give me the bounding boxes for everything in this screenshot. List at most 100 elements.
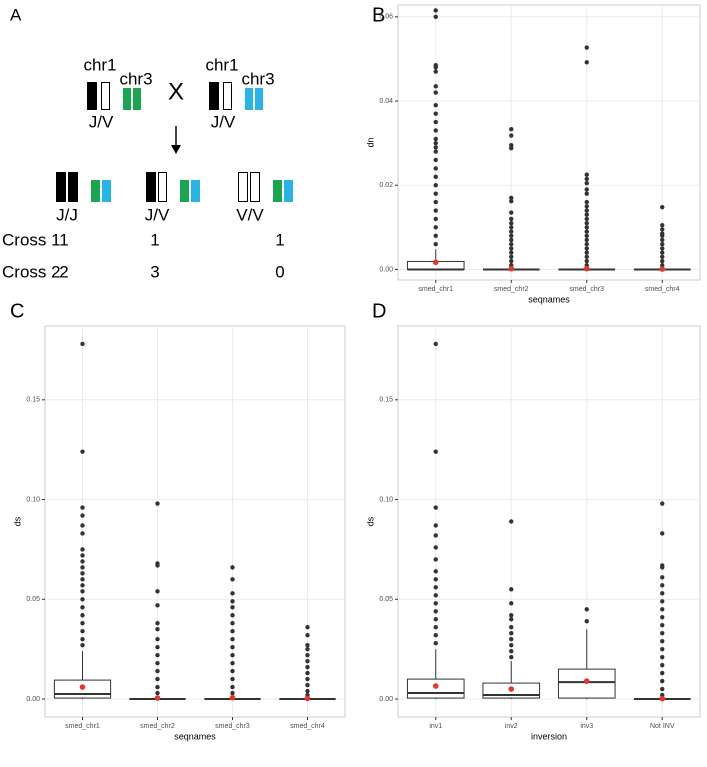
genotype: J/V [89, 112, 114, 131]
outlier [660, 223, 665, 228]
outlier [155, 563, 160, 568]
outlier [433, 569, 438, 574]
genotype: V/V [236, 205, 264, 224]
outlier [305, 625, 310, 630]
outlier [155, 627, 160, 632]
mean [432, 683, 439, 689]
outlier [230, 605, 235, 610]
chromosome [102, 180, 111, 202]
outlier [509, 127, 514, 132]
outlier [433, 183, 438, 188]
outlier [584, 180, 589, 186]
outlier [433, 557, 438, 562]
panel-label: A [10, 5, 22, 24]
outlier [433, 233, 438, 238]
panel [397, 4, 701, 281]
outlier [584, 216, 589, 222]
mean [583, 265, 590, 272]
outlier [230, 613, 235, 618]
outlier [509, 242, 514, 247]
chromosome [123, 88, 131, 110]
outlier [155, 676, 160, 682]
outlier [660, 254, 665, 260]
outlier [433, 14, 438, 19]
outlier [509, 246, 514, 251]
outlier [433, 617, 438, 622]
outlier [433, 225, 438, 230]
outlier [660, 615, 665, 620]
x-tick-label: inv1 [429, 723, 442, 730]
outlier [584, 258, 589, 264]
outlier [305, 682, 310, 688]
outlier [80, 605, 85, 610]
outlier [433, 505, 438, 510]
outlier [584, 191, 589, 196]
outlier [584, 229, 589, 234]
outlier [80, 636, 85, 642]
outlier [584, 212, 589, 217]
outlier [433, 149, 438, 154]
panel [44, 325, 346, 718]
outlier [509, 237, 514, 243]
outlier [305, 676, 310, 682]
x-tick-label: inv3 [580, 723, 593, 730]
outlier [660, 501, 665, 506]
outlier [660, 583, 665, 588]
outlier [509, 250, 514, 255]
outlier [433, 449, 438, 454]
outlier [509, 617, 514, 622]
outlier [509, 133, 514, 138]
mean [508, 265, 515, 272]
outlier [509, 220, 514, 226]
outlier [155, 684, 160, 690]
outlier [660, 599, 665, 604]
outlier [584, 176, 589, 182]
outlier [509, 258, 514, 264]
genotype: J/J [56, 205, 78, 224]
outlier [155, 644, 160, 650]
outlier [660, 678, 665, 684]
outlier [509, 210, 514, 215]
outlier [433, 8, 438, 13]
outlier [433, 128, 438, 133]
outlier [660, 246, 665, 251]
outlier [80, 642, 85, 648]
mean [304, 695, 311, 702]
outlier [660, 250, 665, 255]
chromosome [191, 180, 200, 202]
chromosome [273, 180, 282, 202]
outlier [230, 652, 235, 658]
outlier [433, 533, 438, 538]
outlier [80, 505, 85, 510]
outlier [230, 660, 235, 666]
outlier [80, 553, 85, 558]
outlier [509, 233, 514, 238]
chromosome [284, 180, 293, 202]
outlier [584, 619, 589, 624]
x-tick-label: smed_chr4 [645, 286, 680, 293]
x-tick-label: smed_chr4 [290, 723, 325, 730]
outlier [433, 640, 438, 646]
outlier [230, 684, 235, 690]
outlier [509, 145, 514, 151]
chromosome [87, 82, 97, 110]
x-axis-title: seqnames [528, 294, 570, 304]
outlier [509, 225, 514, 230]
outlier [660, 638, 665, 644]
outlier [660, 646, 665, 652]
panel-label: B [372, 4, 385, 26]
outlier [433, 191, 438, 196]
y-tick-label: 0.05 [26, 596, 40, 603]
x-tick-label: smed_chr2 [494, 286, 529, 293]
y-tick-label: 0.00 [379, 266, 393, 273]
x-axis-title: inversion [531, 731, 567, 741]
cross-count: 1 [59, 230, 68, 249]
y-tick-label: 0.15 [379, 397, 393, 404]
genotype: J/V [211, 112, 236, 131]
cross-count: 1 [275, 230, 284, 249]
outlier [660, 654, 665, 660]
x-tick-label: smed_chr2 [140, 723, 175, 730]
panel-label: D [372, 300, 386, 322]
chromosome [146, 172, 156, 202]
